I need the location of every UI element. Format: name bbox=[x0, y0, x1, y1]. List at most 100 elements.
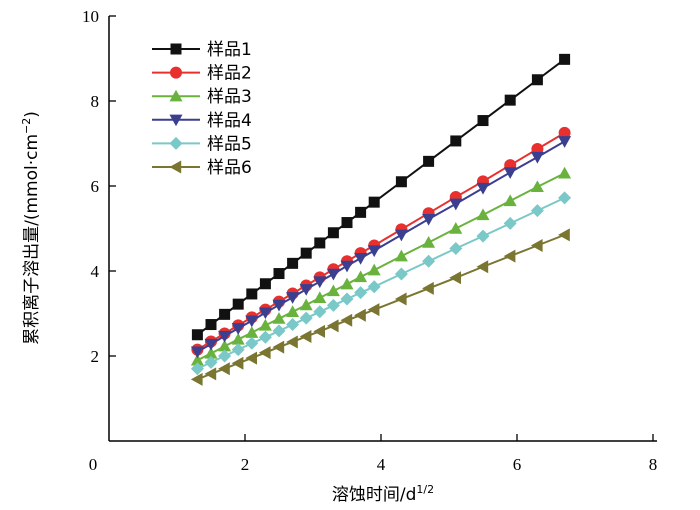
data-point bbox=[191, 329, 203, 341]
data-point bbox=[531, 74, 543, 86]
data-point bbox=[231, 356, 244, 370]
legend-item: 样品2 bbox=[152, 64, 252, 84]
legend-marker bbox=[169, 114, 183, 127]
legend-marker bbox=[169, 136, 183, 150]
data-point bbox=[326, 284, 340, 297]
data-point bbox=[503, 194, 517, 207]
legend-label: 样品2 bbox=[207, 64, 252, 84]
data-point bbox=[272, 324, 286, 338]
data-point bbox=[190, 346, 204, 359]
data-point bbox=[476, 182, 490, 195]
data-point bbox=[231, 343, 245, 357]
legend-item: 样品3 bbox=[152, 87, 252, 107]
data-point bbox=[205, 319, 217, 331]
legend-marker bbox=[170, 43, 182, 55]
data-point bbox=[449, 271, 461, 285]
data-point bbox=[558, 126, 571, 139]
data-point bbox=[299, 329, 312, 343]
data-point bbox=[299, 311, 313, 325]
data-point bbox=[326, 319, 339, 333]
data-point bbox=[367, 245, 381, 258]
axes bbox=[108, 16, 657, 442]
data-point bbox=[286, 335, 298, 349]
data-point bbox=[204, 367, 217, 381]
data-point bbox=[246, 288, 258, 300]
data-point bbox=[367, 280, 381, 294]
data-point bbox=[503, 216, 517, 230]
data-point bbox=[450, 135, 462, 147]
data-point bbox=[286, 305, 300, 317]
data-point bbox=[340, 260, 354, 273]
data-point bbox=[422, 213, 436, 226]
data-point bbox=[258, 318, 272, 331]
data-point bbox=[245, 315, 259, 328]
data-point bbox=[245, 336, 259, 350]
data-point bbox=[299, 298, 313, 311]
legend-label: 样品3 bbox=[207, 87, 252, 107]
data-point bbox=[190, 372, 203, 386]
data-point bbox=[367, 303, 380, 317]
data-point bbox=[449, 222, 463, 234]
data-point bbox=[286, 318, 300, 332]
data-point bbox=[354, 286, 368, 300]
data-point bbox=[218, 349, 232, 363]
data-point bbox=[204, 355, 218, 369]
data-point bbox=[272, 299, 286, 312]
legend-item: 样品6 bbox=[152, 158, 252, 178]
data-point bbox=[422, 281, 434, 295]
data-point bbox=[558, 136, 572, 148]
x-tick-label: 8 bbox=[649, 455, 658, 474]
data-point bbox=[258, 346, 271, 360]
data-point bbox=[204, 338, 218, 351]
legend-label: 样品1 bbox=[207, 40, 252, 60]
legend-item: 样品4 bbox=[152, 111, 252, 131]
data-point bbox=[422, 254, 436, 268]
data-point bbox=[367, 263, 381, 276]
legend-item: 样品5 bbox=[152, 134, 252, 154]
ticks: 0 2 4 6 8 2 4 6 8 10 bbox=[82, 7, 657, 474]
data-point bbox=[245, 351, 257, 365]
data-point bbox=[530, 239, 543, 252]
data-point bbox=[354, 253, 368, 265]
data-point bbox=[503, 167, 517, 179]
data-point bbox=[300, 247, 312, 259]
data-point bbox=[245, 326, 259, 338]
y-axis-label: 累积离子溶出量/(mmol·cm−2) bbox=[20, 111, 42, 345]
y-tick-label: 4 bbox=[91, 262, 100, 281]
y-axis-label-text: 累积离子溶出量/(mmol·cm bbox=[22, 134, 42, 345]
data-point bbox=[287, 257, 299, 269]
series-6 bbox=[190, 228, 570, 386]
data-point bbox=[286, 292, 300, 304]
series-4 bbox=[190, 136, 572, 359]
legend-label: 样品4 bbox=[207, 111, 252, 131]
data-point bbox=[326, 268, 340, 281]
data-point bbox=[504, 94, 516, 106]
data-point bbox=[559, 53, 571, 65]
legend: 样品1 样品2 样品3 样品4 样品5 样品6 bbox=[152, 40, 252, 178]
x-axis-label: 溶蚀时间/d1/2 bbox=[332, 483, 434, 505]
data-point bbox=[558, 166, 572, 179]
data-point bbox=[477, 115, 489, 127]
series-3 bbox=[190, 166, 572, 366]
data-point bbox=[259, 278, 271, 290]
data-point bbox=[313, 324, 325, 338]
legend-label: 样品5 bbox=[207, 134, 252, 154]
legend-marker bbox=[169, 160, 182, 174]
data-point bbox=[449, 241, 463, 255]
legend-item: 样品1 bbox=[152, 40, 252, 60]
data-point bbox=[272, 340, 285, 354]
y-tick-label: 10 bbox=[82, 7, 99, 26]
data-point bbox=[530, 204, 544, 218]
data-point bbox=[219, 308, 231, 320]
data-point bbox=[231, 332, 245, 345]
data-point bbox=[218, 339, 232, 352]
data-point bbox=[449, 198, 463, 211]
data-point bbox=[530, 151, 544, 164]
data-point bbox=[258, 307, 272, 320]
data-point bbox=[218, 330, 232, 343]
data-point bbox=[313, 276, 327, 289]
data-point bbox=[258, 330, 272, 344]
data-point bbox=[422, 236, 436, 248]
x-tick-label: 6 bbox=[513, 455, 522, 474]
